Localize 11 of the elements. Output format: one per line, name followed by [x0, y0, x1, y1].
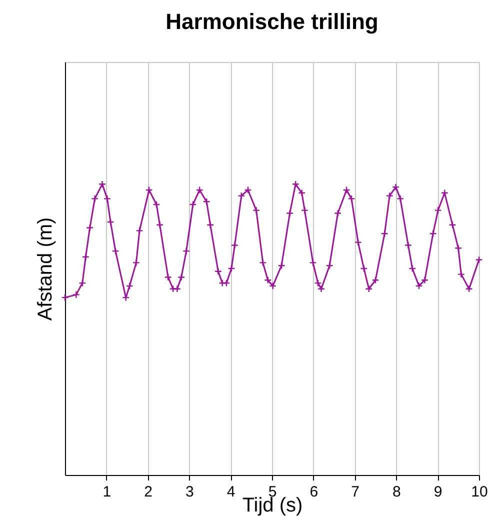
chart-title: Harmonische trilling [166, 9, 378, 34]
y-axis-title: Afstand (m) [34, 217, 56, 321]
x-tick-label: 4 [226, 484, 236, 500]
x-tick-label: 10 [471, 484, 488, 500]
x-tick-label: 7 [351, 484, 360, 500]
x-tick-label: 8 [392, 484, 401, 500]
x-tick-label: 1 [102, 484, 112, 500]
x-tick-label: 3 [186, 484, 194, 500]
x-tick-label: 9 [434, 484, 442, 500]
x-tick-label: 2 [144, 484, 152, 500]
x-tick-label: 6 [310, 484, 318, 500]
